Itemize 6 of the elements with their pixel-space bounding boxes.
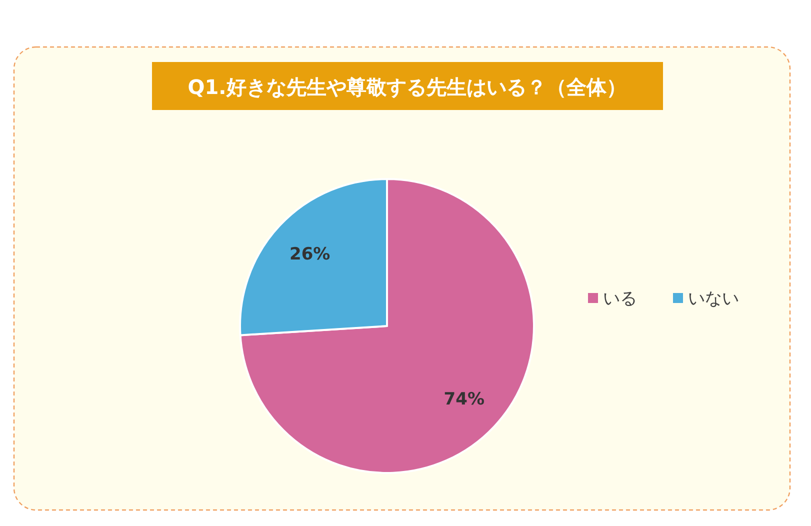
pie-slice	[239, 178, 535, 474]
chart-title: Q1.好きな先生や尊敬する先生はいる？（全体）	[188, 75, 626, 99]
data-label: 74%	[444, 389, 485, 410]
data-label: 26%	[289, 244, 330, 265]
legend-label: いない	[688, 289, 739, 309]
legend-label: いる	[603, 289, 637, 309]
